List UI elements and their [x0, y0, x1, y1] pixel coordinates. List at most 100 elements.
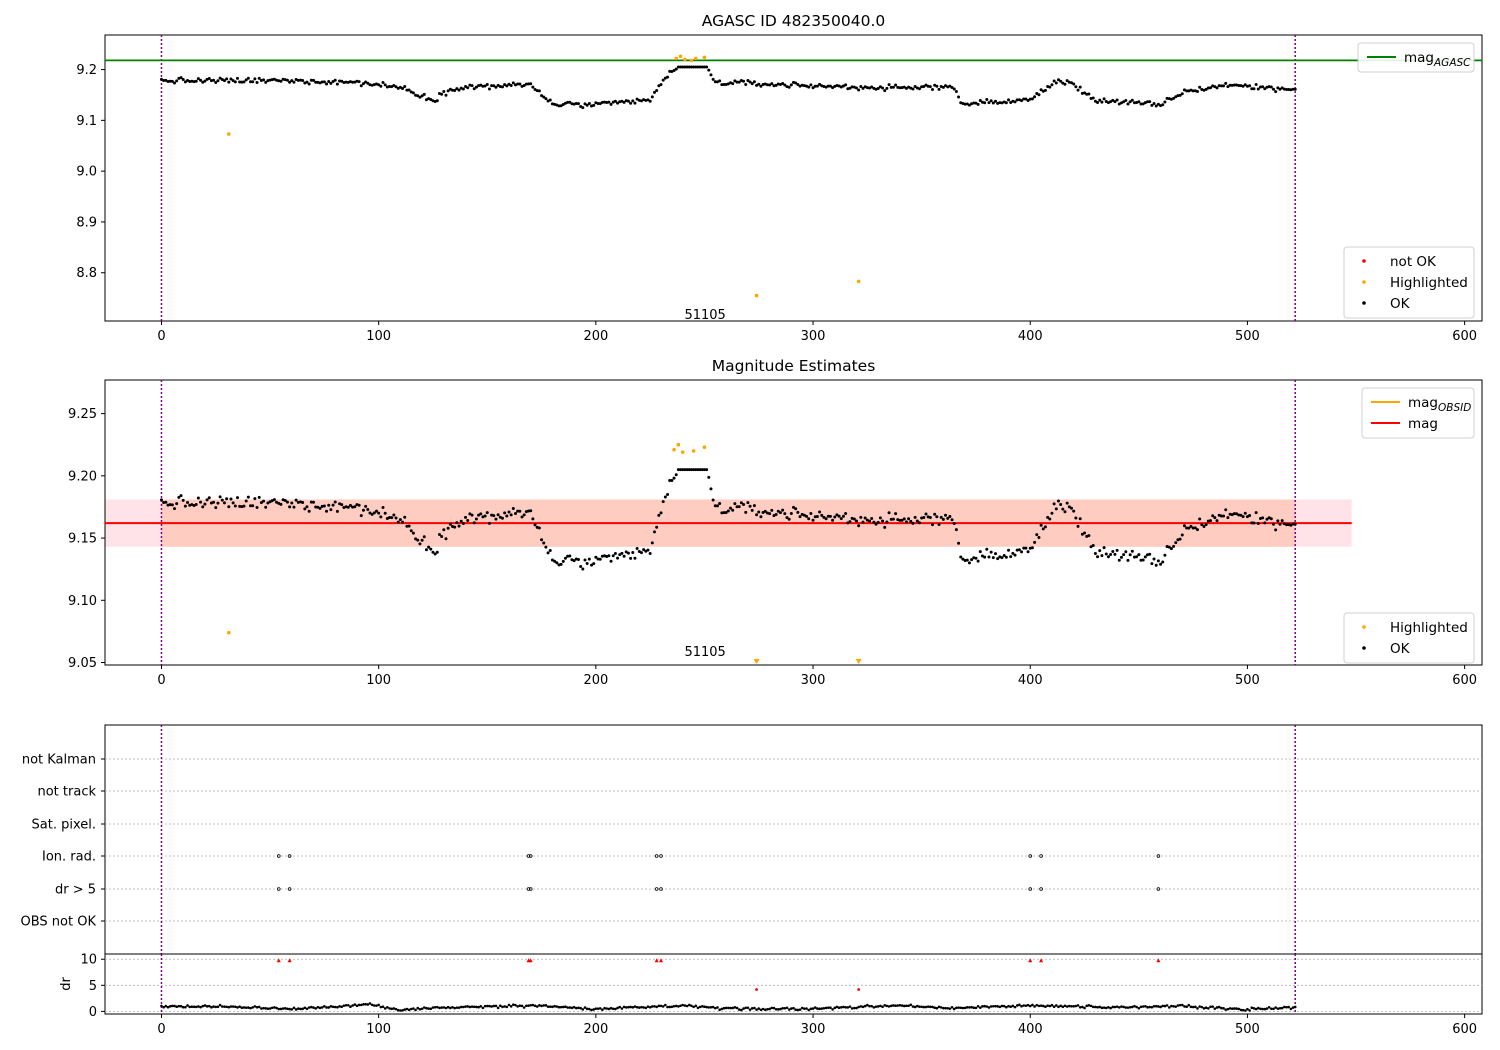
- ok-point: [272, 498, 276, 502]
- ok-point: [1180, 92, 1184, 96]
- dr-point: [210, 1006, 213, 1009]
- ok-point: [1280, 86, 1284, 90]
- dr-point: [164, 1004, 168, 1008]
- dr-point: [1276, 1007, 1280, 1010]
- ok-point: [1013, 100, 1017, 104]
- ok-point: [931, 87, 934, 91]
- ok-point: [1187, 526, 1191, 530]
- dr-point: [533, 1004, 537, 1008]
- ok-point: [1083, 91, 1087, 95]
- x-tick-label: 200: [583, 1022, 608, 1037]
- ok-point: [249, 80, 253, 84]
- dr-point: [727, 1006, 730, 1010]
- ok-point: [798, 515, 802, 519]
- ok-point: [309, 78, 313, 82]
- dr-point: [1141, 1005, 1145, 1008]
- ok-point: [1130, 549, 1134, 553]
- dr-point: [1018, 1003, 1021, 1007]
- ok-point: [702, 468, 706, 472]
- dr-point: [992, 1004, 995, 1008]
- dr-point: [455, 1006, 459, 1009]
- dr-point: [194, 1005, 198, 1009]
- dr-point: [175, 1005, 178, 1008]
- ok-point: [907, 517, 911, 521]
- dr-point: [920, 1005, 923, 1009]
- ok-point: [355, 79, 359, 83]
- ok-point: [322, 80, 326, 84]
- ok-point: [900, 518, 904, 522]
- ok-point: [207, 496, 211, 500]
- dr-point: [978, 1006, 982, 1009]
- ok-point: [235, 76, 239, 80]
- dr-point: [386, 1005, 389, 1009]
- ok-point: [396, 520, 400, 524]
- dr-point: [853, 1006, 856, 1010]
- dr-point: [1020, 1004, 1023, 1008]
- dr-point: [355, 1004, 359, 1007]
- dr-point: [1211, 1005, 1214, 1008]
- dr-point: [207, 1004, 211, 1008]
- ok-point: [568, 100, 572, 104]
- dr-point: [881, 1005, 884, 1009]
- ok-point: [598, 102, 602, 106]
- dr-point: [299, 1007, 302, 1011]
- dr-point: [425, 1006, 428, 1010]
- ok-point: [359, 84, 363, 88]
- ok-point: [1091, 96, 1095, 100]
- dr-point: [416, 1006, 420, 1010]
- ok-point: [1174, 541, 1178, 545]
- ok-point: [1020, 99, 1024, 103]
- ok-point: [470, 84, 474, 88]
- dr-point: [1120, 1005, 1123, 1008]
- dr-point: [1165, 1004, 1169, 1007]
- dr-point: [544, 1004, 548, 1007]
- ok-point: [696, 65, 700, 69]
- ok-point: [705, 65, 709, 69]
- dr-point: [1148, 1005, 1151, 1009]
- ok-point: [298, 78, 302, 82]
- ok-point: [1248, 84, 1252, 88]
- ok-point: [1011, 551, 1015, 555]
- ok-point: [1104, 552, 1108, 556]
- ok-point: [559, 104, 563, 108]
- dr-point: [590, 1008, 593, 1012]
- ok-point: [1198, 517, 1202, 521]
- x-tick-label: 0: [157, 329, 165, 344]
- ok-point: [1163, 100, 1167, 104]
- flag-marker: [528, 887, 533, 891]
- ok-point: [928, 516, 932, 520]
- ok-point: [967, 561, 971, 565]
- ok-point: [246, 495, 250, 499]
- ok-point: [854, 86, 858, 90]
- dr-point: [405, 1007, 409, 1011]
- ok-point: [407, 88, 411, 92]
- ok-point: [301, 78, 305, 82]
- ok-point: [759, 84, 763, 88]
- ok-point: [1035, 533, 1039, 537]
- dr-point: [247, 1006, 250, 1009]
- ok-point: [1180, 533, 1184, 537]
- dr-point: [585, 1007, 589, 1011]
- dr-point: [522, 1006, 526, 1009]
- dr-point: [981, 1005, 984, 1008]
- dr-point: [1202, 1007, 1206, 1010]
- dr-point: [696, 1006, 700, 1010]
- ok-point: [954, 89, 958, 93]
- dr-point: [1015, 1004, 1019, 1007]
- dr-point: [850, 1007, 854, 1010]
- dr-point: [659, 1004, 663, 1008]
- ok-point: [659, 511, 663, 515]
- ok-point: [939, 515, 943, 519]
- ok-point: [533, 523, 537, 527]
- out-of-range-marker: [753, 659, 760, 664]
- y-tick-label: 0: [89, 1005, 97, 1020]
- dr-point: [181, 1005, 185, 1009]
- ok-point: [883, 525, 887, 529]
- dr-point: [666, 1005, 669, 1009]
- dr-point: [907, 1004, 910, 1008]
- dr-point: [227, 1005, 231, 1009]
- ok-point: [357, 80, 361, 84]
- dr-point: [1194, 1005, 1197, 1009]
- dr-point: [253, 1005, 257, 1008]
- dr-point: [922, 1005, 926, 1009]
